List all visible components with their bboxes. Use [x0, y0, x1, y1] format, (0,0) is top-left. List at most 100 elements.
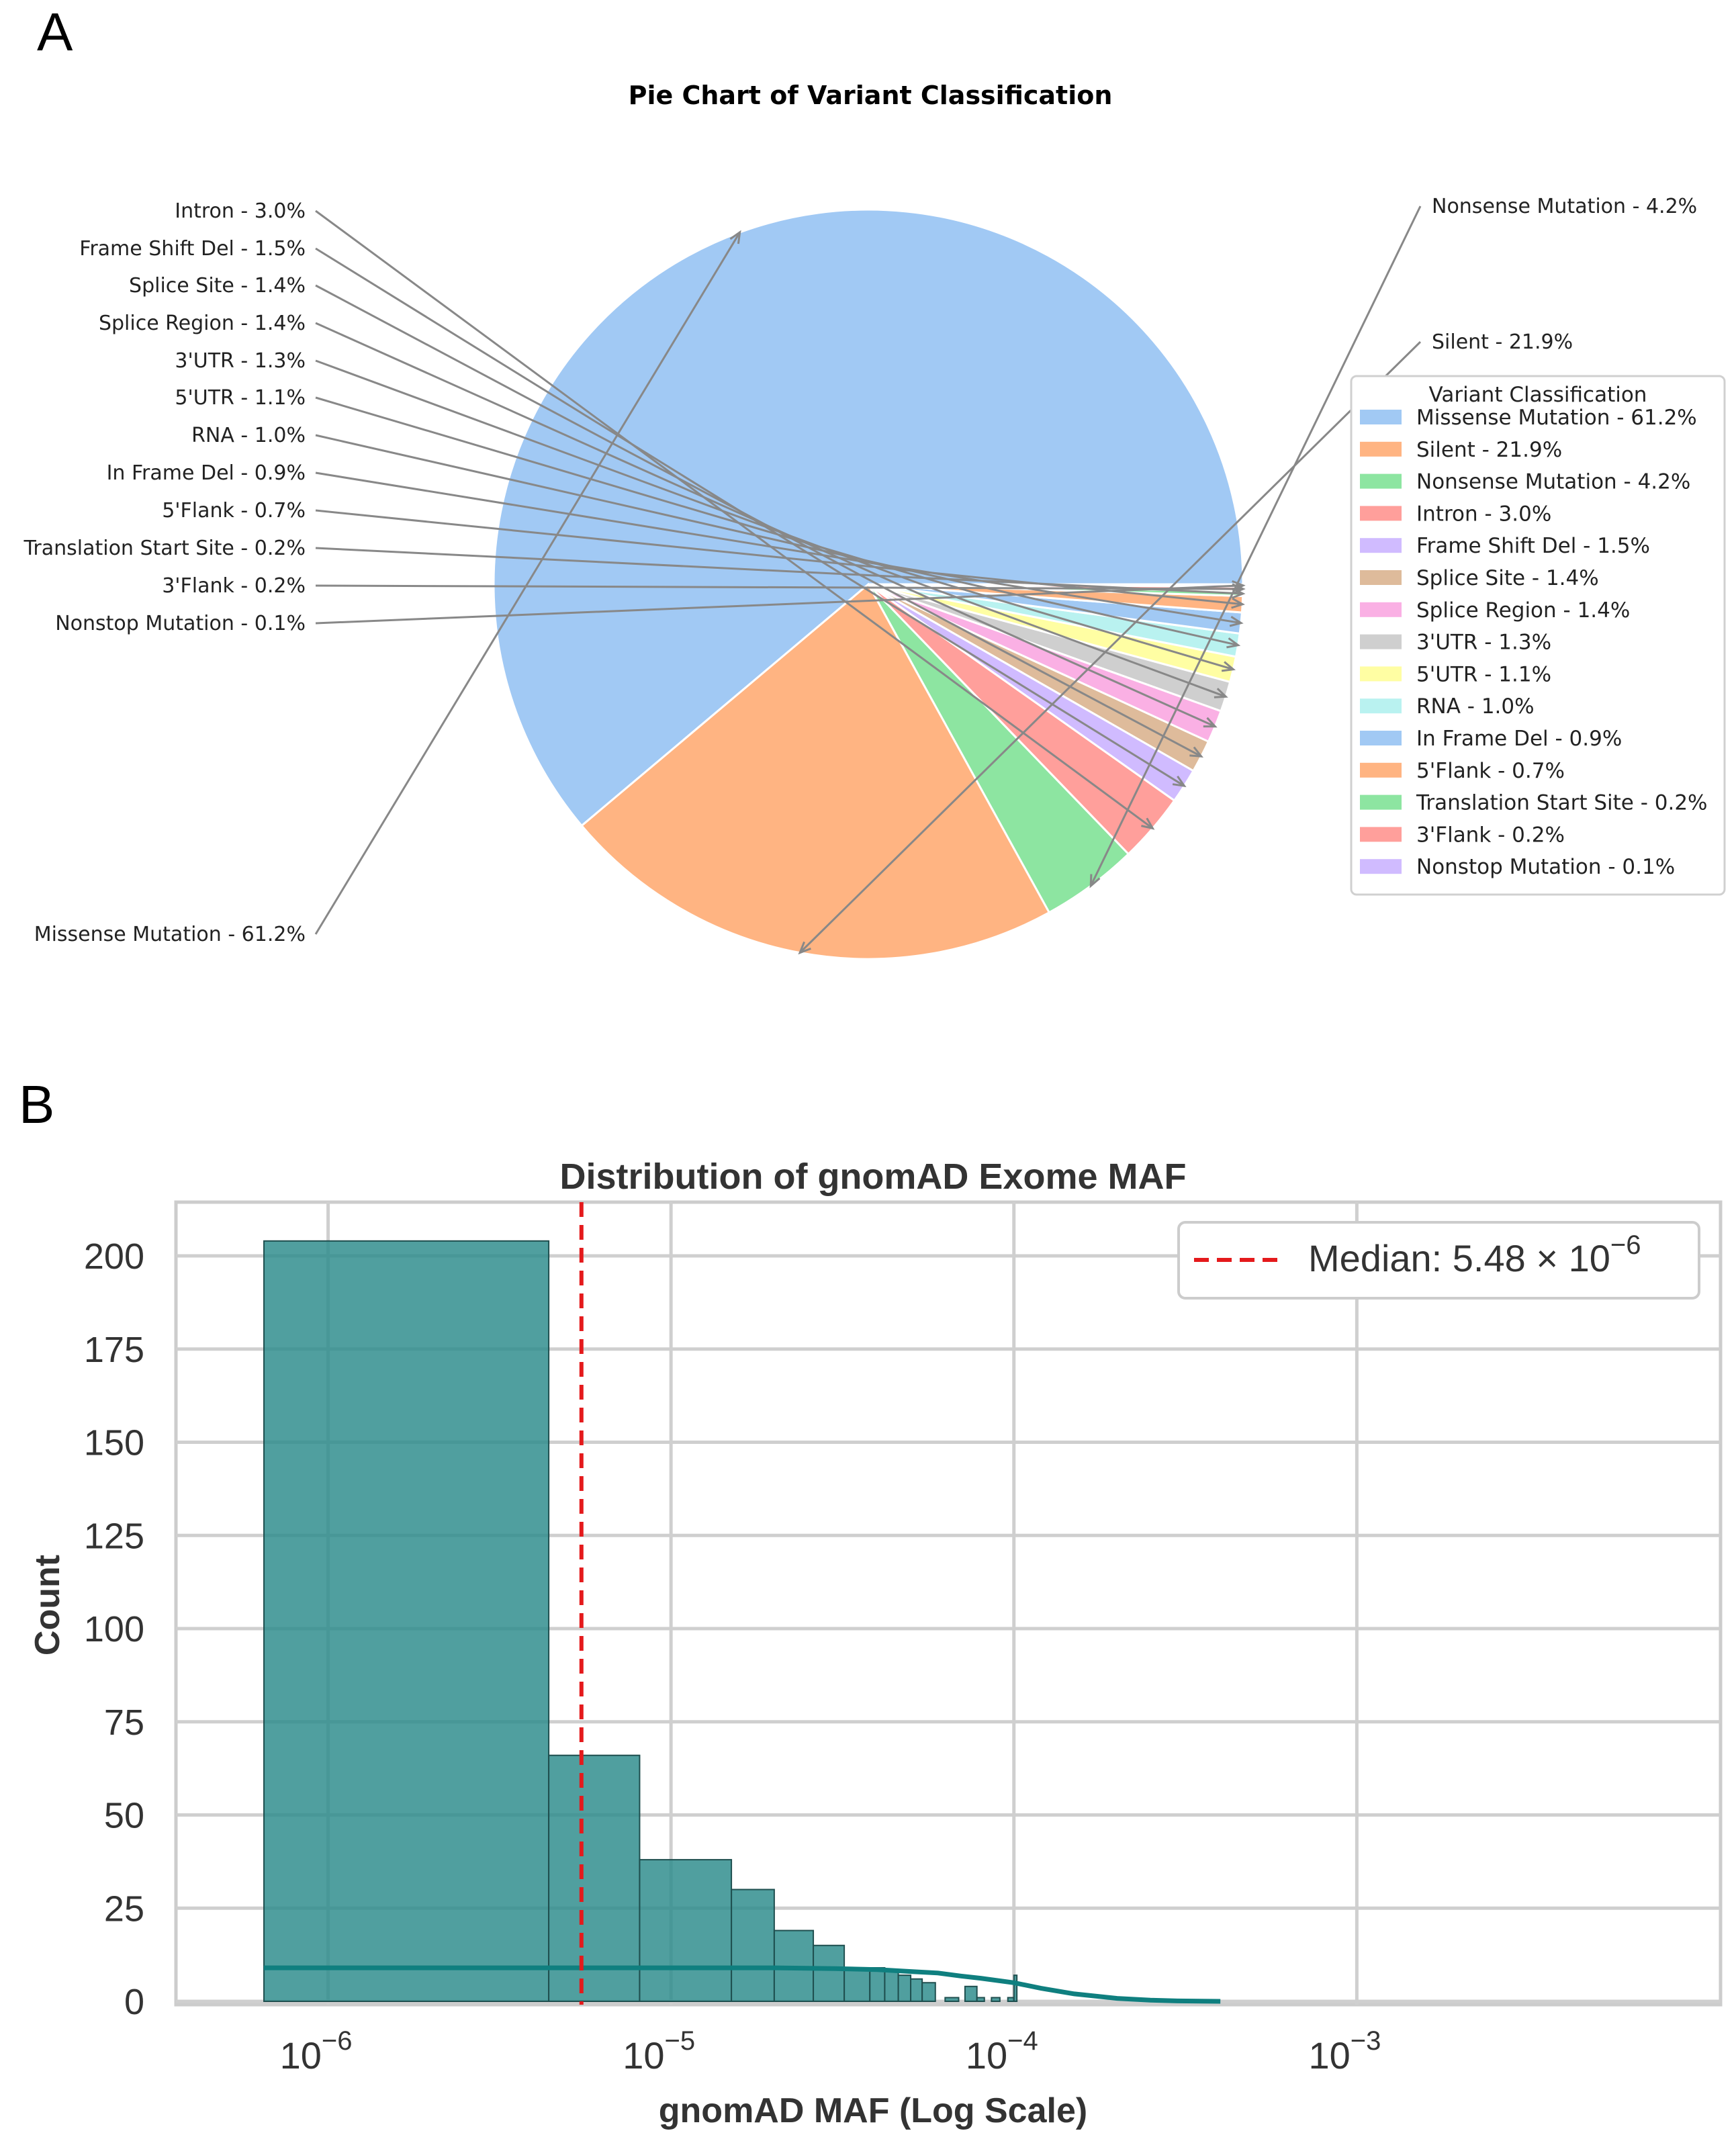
- pie-annotation-arrow: [315, 584, 1244, 590]
- hist-bar: [548, 1754, 641, 2002]
- hist-bar: [1013, 1974, 1018, 2002]
- x-tick-label: 10−4: [966, 2026, 1038, 2077]
- y-tick-label: 125: [84, 1516, 144, 1556]
- hist-bar: [639, 1859, 733, 2003]
- pie-annotation-arrowhead: [1089, 874, 1101, 889]
- pie-legend-swatch: [1360, 794, 1402, 810]
- pie-annotation-in-frame-del: In Frame Del - 0.9%: [107, 461, 1244, 627]
- pie-annotation-label: Nonstop Mutation - 0.1%: [55, 612, 306, 635]
- y-tick-label: 50: [104, 1796, 144, 1836]
- pie-legend-item-splice-site: Splice Site - 1.4%: [1360, 566, 1599, 590]
- pie-legend-swatch: [1360, 698, 1402, 714]
- pie-legend-label: RNA - 1.0%: [1416, 694, 1535, 719]
- pie-annotation-label: 3'Flank - 0.2%: [162, 574, 306, 598]
- pie-legend-swatch: [1360, 731, 1402, 745]
- pie-legend-item-missense-mutation: Missense Mutation - 61.2%: [1360, 406, 1697, 430]
- pie-legend-item-splice-region: Splice Region - 1.4%: [1360, 598, 1630, 623]
- pie-annotation-label: Nonsense Mutation - 4.2%: [1432, 195, 1697, 218]
- pie-legend-item-silent: Silent - 21.9%: [1360, 438, 1562, 462]
- pie-annotation-arrowhead: [798, 941, 811, 955]
- pie-annotation-label: Silent - 21.9%: [1432, 330, 1573, 354]
- pie-annotation-arrowhead: [1231, 597, 1245, 609]
- hist-bar: [991, 1997, 1001, 2002]
- pie-legend-label: Missense Mutation - 61.2%: [1416, 406, 1697, 430]
- hist-bar: [869, 1967, 886, 2003]
- pie-legend-title: Variant Classification: [1429, 383, 1647, 407]
- pie-legend-swatch: [1360, 602, 1402, 617]
- pie-annotation-label: Translation Start Site - 0.2%: [23, 537, 306, 560]
- pie-annotation-arrowhead: [1231, 587, 1246, 599]
- pie-annotations: Missense Mutation - 61.2% Silent - 21.9% N…: [23, 195, 1697, 955]
- y-tick-label: 175: [84, 1330, 144, 1370]
- pie-annotation-arrow: [315, 396, 1234, 671]
- pie-legend-swatch: [1360, 634, 1402, 649]
- pie-legend-label: Splice Region - 1.4%: [1416, 598, 1630, 623]
- pie-annotation-arrow: [315, 322, 1216, 728]
- pie-slices: [492, 208, 1244, 960]
- pie-annotation-missense-mutation: Missense Mutation - 61.2%: [34, 230, 741, 946]
- hist-bar: [843, 1967, 871, 2003]
- pie-legend: Variant Classification Missense Mutation…: [1350, 375, 1726, 896]
- pie-legend-item-5-utr: 5'UTR - 1.1%: [1360, 662, 1551, 686]
- pie-legend-label: Nonstop Mutation - 0.1%: [1416, 855, 1675, 879]
- pie-annotation-arrowhead: [1229, 615, 1244, 627]
- pie-legend-label: 5'UTR - 1.1%: [1416, 662, 1551, 686]
- pie-legend-item-nonsense-mutation: Nonsense Mutation - 4.2%: [1360, 470, 1690, 494]
- pie-legend-item-in-frame-del: In Frame Del - 0.9%: [1360, 727, 1622, 751]
- pie-annotation-3-flank: 3'Flank - 0.2%: [162, 574, 1246, 598]
- pie-annotation-arrow: [315, 434, 1238, 647]
- hist-bar: [897, 1974, 912, 2002]
- y-tick-label: 200: [84, 1236, 144, 1277]
- pie-annotation-arrowhead: [1221, 661, 1236, 672]
- pie-annotation-splice-region: Splice Region - 1.4%: [99, 312, 1218, 728]
- pie-legend-label: Nonsense Mutation - 4.2%: [1416, 470, 1690, 494]
- pie-legend-label: 3'Flank - 0.2%: [1416, 823, 1565, 847]
- pie-legend-label: Frame Shift Del - 1.5%: [1416, 534, 1650, 558]
- pie-legend-label: In Frame Del - 0.9%: [1416, 727, 1622, 751]
- pie-legend-item-frame-shift-del: Frame Shift Del - 1.5%: [1360, 534, 1650, 558]
- hist-y-axis-label: Count: [28, 1555, 67, 1655]
- pie-annotation-arrowhead: [1232, 580, 1246, 592]
- pie-annotation-translation-start-site: Translation Start Site - 0.2%: [23, 537, 1246, 599]
- pie-legend-label: Splice Site - 1.4%: [1416, 566, 1599, 590]
- pie-annotation-arrowhead: [1141, 817, 1155, 830]
- pie-annotation-silent: Silent - 21.9%: [798, 330, 1573, 955]
- pie-legend-label: Intron - 3.0%: [1416, 502, 1551, 526]
- panel-a-label: A: [37, 2, 73, 62]
- hist-x-tick-labels: 10−6 10−5 10−4 10−3: [280, 2026, 1381, 2077]
- hist-kde: [264, 1965, 1221, 2004]
- pie-annotation-label: 5'Flank - 0.7%: [162, 499, 306, 522]
- pie-annotation-label: RNA - 1.0%: [191, 424, 306, 447]
- pie-annotation-label: In Frame Del - 0.9%: [107, 461, 306, 485]
- pie-annotation-intron: Intron - 3.0%: [175, 199, 1155, 830]
- pie-legend-item-translation-start-site: Translation Start Site - 0.2%: [1360, 791, 1708, 815]
- pie-annotation-arrow: [315, 210, 1154, 829]
- pie-annotation-label: Splice Site - 1.4%: [129, 274, 306, 298]
- pie-annotation-arrow: [1089, 206, 1422, 886]
- pie-legend-swatch: [1360, 762, 1402, 778]
- hist-bar: [1007, 1997, 1015, 2002]
- pie-legend-item-5-flank: 5'Flank - 0.7%: [1360, 759, 1565, 783]
- pie-annotation-arrow: [799, 340, 1422, 954]
- pie-legend-swatch: [1360, 666, 1402, 682]
- y-tick-label: 0: [124, 1982, 144, 2022]
- kde-curve: [264, 1965, 1221, 2004]
- x-tick-label: 10−5: [623, 2026, 695, 2077]
- pie-annotation-label: 3'UTR - 1.3%: [175, 349, 306, 373]
- x-tick-exponent: −3: [1351, 2026, 1381, 2056]
- pie-annotation-label: Intron - 3.0%: [175, 199, 306, 223]
- y-tick-label: 75: [104, 1702, 144, 1743]
- pie-annotation-arrow: [314, 232, 741, 935]
- x-tick-label: 10−3: [1308, 2026, 1381, 2077]
- hist-title: Distribution of gnomAD Exome MAF: [560, 1156, 1187, 1197]
- x-tick-label: 10−6: [280, 2026, 353, 2077]
- hist-bar: [944, 1997, 960, 2002]
- pie-annotation-arrowhead: [1203, 717, 1218, 728]
- y-tick-label: 25: [104, 1889, 144, 1929]
- pie-legend-swatch: [1360, 506, 1402, 521]
- pie-legend-item-3-flank: 3'Flank - 0.2%: [1360, 823, 1565, 847]
- pie-annotation-arrow: [315, 547, 1243, 595]
- pie-annotation-5-utr: 5'UTR - 1.1%: [175, 386, 1236, 672]
- pie-annotation-arrow: [315, 359, 1226, 698]
